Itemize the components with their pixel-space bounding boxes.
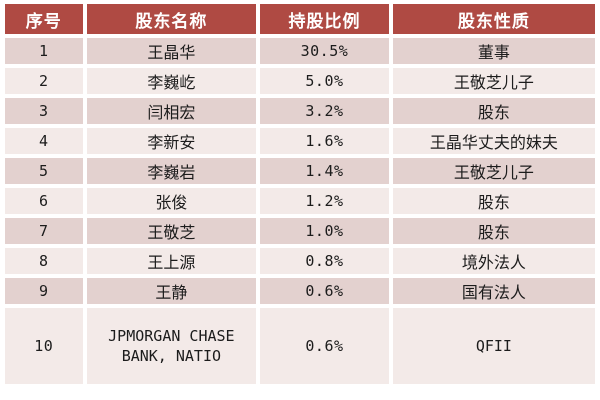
- cell-ratio: 1.2%: [260, 188, 389, 214]
- cell-nature: 董事: [392, 38, 595, 64]
- table-row: 1 王晶华 30.5% 董事: [5, 38, 595, 64]
- cell-index: 5: [5, 158, 83, 184]
- cell-name: 张俊: [86, 188, 257, 214]
- table-row: 6 张俊 1.2% 股东: [5, 188, 595, 214]
- cell-ratio: 0.8%: [260, 248, 389, 274]
- cell-index: 3: [5, 98, 83, 124]
- cell-name: 王静: [86, 278, 257, 304]
- cell-nature: 境外法人: [392, 248, 595, 274]
- cell-nature: 王晶华丈夫的妹夫: [392, 128, 595, 154]
- cell-index: 7: [5, 218, 83, 244]
- cell-index: 4: [5, 128, 83, 154]
- cell-nature: 股东: [392, 218, 595, 244]
- header-row: 序号 股东名称 持股比例 股东性质: [5, 4, 595, 34]
- column-header-nature: 股东性质: [392, 4, 595, 34]
- cell-name: 李新安: [86, 128, 257, 154]
- table-row: 10 JPMORGAN CHASE BANK, NATIO 0.6% QFII: [5, 308, 595, 384]
- cell-ratio: 1.6%: [260, 128, 389, 154]
- column-header-name: 股东名称: [86, 4, 257, 34]
- cell-name: 王敬芝: [86, 218, 257, 244]
- cell-nature: 王敬芝儿子: [392, 68, 595, 94]
- cell-index: 6: [5, 188, 83, 214]
- cell-ratio: 0.6%: [260, 308, 389, 384]
- cell-name: 李巍岩: [86, 158, 257, 184]
- cell-ratio: 1.4%: [260, 158, 389, 184]
- cell-name: 王晶华: [86, 38, 257, 64]
- table-row: 7 王敬芝 1.0% 股东: [5, 218, 595, 244]
- cell-index: 8: [5, 248, 83, 274]
- cell-name: 李巍屹: [86, 68, 257, 94]
- column-header-index: 序号: [5, 4, 83, 34]
- table-row: 2 李巍屹 5.0% 王敬芝儿子: [5, 68, 595, 94]
- table-row: 8 王上源 0.8% 境外法人: [5, 248, 595, 274]
- cell-name: JPMORGAN CHASE BANK, NATIO: [86, 308, 257, 384]
- column-header-ratio: 持股比例: [260, 4, 389, 34]
- table-body: 1 王晶华 30.5% 董事 2 李巍屹 5.0% 王敬芝儿子 3 闫相宏 3.…: [5, 38, 595, 384]
- table-row: 9 王静 0.6% 国有法人: [5, 278, 595, 304]
- cell-ratio: 0.6%: [260, 278, 389, 304]
- cell-index: 10: [5, 308, 83, 384]
- table-row: 3 闫相宏 3.2% 股东: [5, 98, 595, 124]
- cell-ratio: 5.0%: [260, 68, 389, 94]
- cell-name: 王上源: [86, 248, 257, 274]
- cell-nature: 股东: [392, 98, 595, 124]
- table-row: 5 李巍岩 1.4% 王敬芝儿子: [5, 158, 595, 184]
- cell-nature: QFII: [392, 308, 595, 384]
- cell-ratio: 30.5%: [260, 38, 389, 64]
- cell-ratio: 1.0%: [260, 218, 389, 244]
- cell-index: 1: [5, 38, 83, 64]
- shareholder-table: 序号 股东名称 持股比例 股东性质 1 王晶华 30.5% 董事 2 李巍屹 5…: [1, 0, 599, 388]
- cell-nature: 股东: [392, 188, 595, 214]
- cell-index: 9: [5, 278, 83, 304]
- cell-nature: 国有法人: [392, 278, 595, 304]
- cell-ratio: 3.2%: [260, 98, 389, 124]
- table-header: 序号 股东名称 持股比例 股东性质: [5, 4, 595, 34]
- cell-nature: 王敬芝儿子: [392, 158, 595, 184]
- cell-name: 闫相宏: [86, 98, 257, 124]
- cell-index: 2: [5, 68, 83, 94]
- table-row: 4 李新安 1.6% 王晶华丈夫的妹夫: [5, 128, 595, 154]
